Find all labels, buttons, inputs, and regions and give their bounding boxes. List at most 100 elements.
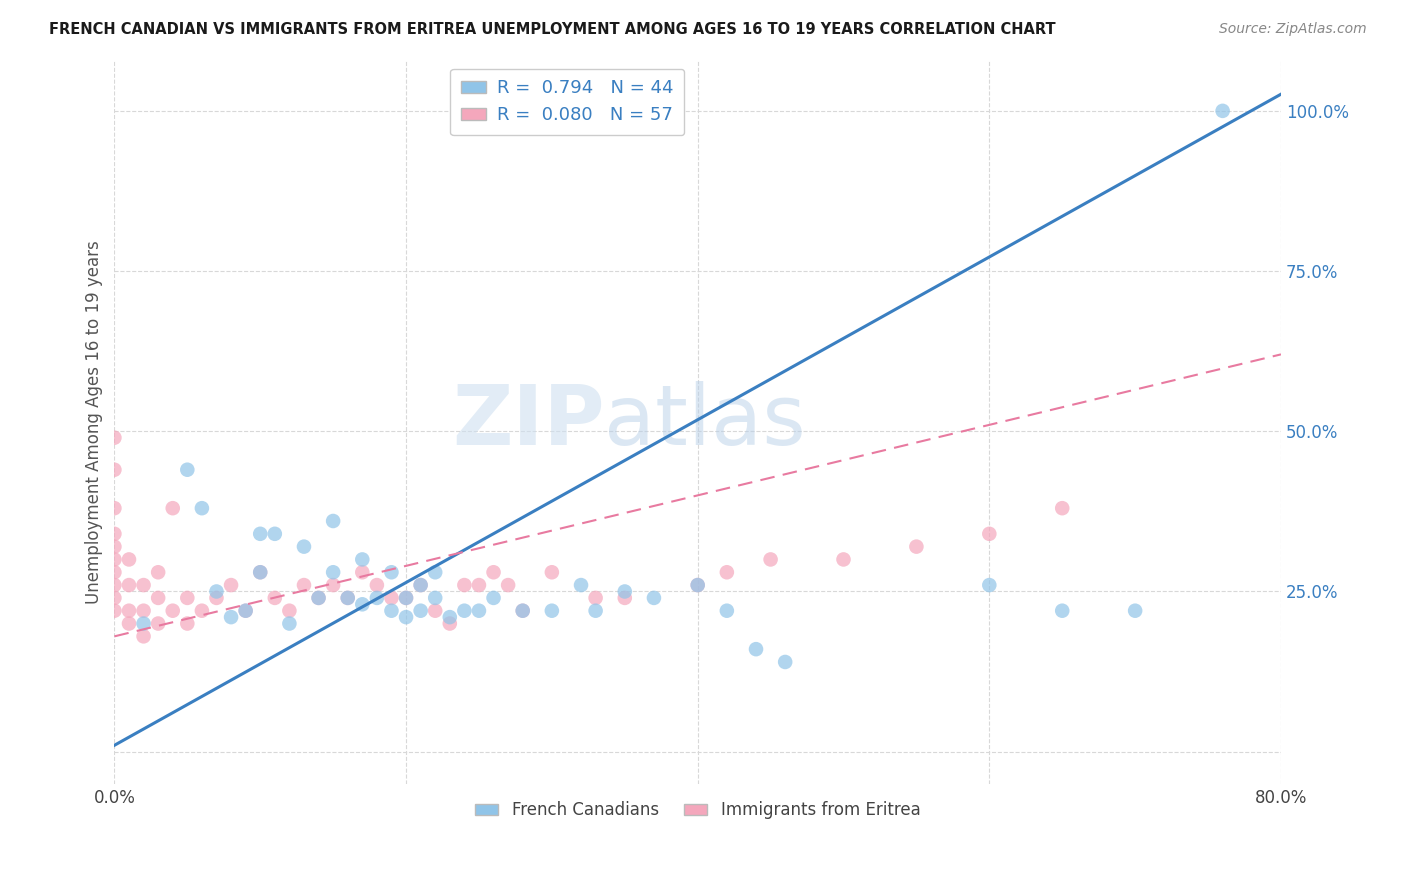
Point <box>453 578 475 592</box>
Point <box>453 604 475 618</box>
Point <box>541 604 564 618</box>
Point <box>103 578 125 592</box>
Point <box>322 566 344 580</box>
Point <box>176 616 198 631</box>
Point <box>409 578 432 592</box>
Point <box>103 463 125 477</box>
Point <box>263 591 285 605</box>
Point <box>585 591 607 605</box>
Point <box>336 591 359 605</box>
Point <box>468 604 491 618</box>
Point <box>585 604 607 618</box>
Point <box>482 566 505 580</box>
Point <box>352 566 374 580</box>
Point <box>249 566 271 580</box>
Point <box>979 526 1001 541</box>
Point <box>409 578 432 592</box>
Point <box>380 566 402 580</box>
Point <box>235 604 257 618</box>
Point <box>146 616 169 631</box>
Point <box>425 591 447 605</box>
Point <box>103 540 125 554</box>
Point <box>395 610 418 624</box>
Point <box>686 578 709 592</box>
Point <box>308 591 330 605</box>
Point <box>643 591 665 605</box>
Point <box>118 616 141 631</box>
Point <box>496 578 519 592</box>
Point <box>162 604 184 618</box>
Point <box>336 591 359 605</box>
Legend: French Canadians, Immigrants from Eritrea: French Canadians, Immigrants from Eritre… <box>468 795 927 826</box>
Point <box>1123 604 1146 618</box>
Point <box>132 604 155 618</box>
Point <box>613 584 636 599</box>
Point <box>395 591 418 605</box>
Point <box>219 578 242 592</box>
Point <box>132 616 155 631</box>
Point <box>103 566 125 580</box>
Point <box>482 591 505 605</box>
Point <box>118 552 141 566</box>
Point <box>103 431 125 445</box>
Point <box>176 463 198 477</box>
Point <box>132 578 155 592</box>
Point <box>380 591 402 605</box>
Point <box>366 578 388 592</box>
Point <box>613 591 636 605</box>
Point <box>366 591 388 605</box>
Point <box>191 604 214 618</box>
Point <box>569 578 592 592</box>
Point <box>292 540 315 554</box>
Point <box>103 501 125 516</box>
Point <box>308 591 330 605</box>
Point <box>979 578 1001 592</box>
Point <box>541 566 564 580</box>
Point <box>395 591 418 605</box>
Point <box>103 604 125 618</box>
Point <box>716 604 738 618</box>
Point <box>118 578 141 592</box>
Point <box>278 616 301 631</box>
Point <box>512 604 534 618</box>
Point <box>249 526 271 541</box>
Point <box>103 526 125 541</box>
Point <box>292 578 315 592</box>
Point <box>716 566 738 580</box>
Point <box>468 578 491 592</box>
Point <box>322 514 344 528</box>
Point <box>205 584 228 599</box>
Point <box>162 501 184 516</box>
Point <box>132 629 155 643</box>
Point <box>235 604 257 618</box>
Point <box>773 655 796 669</box>
Point <box>425 604 447 618</box>
Point <box>439 610 461 624</box>
Point <box>278 604 301 618</box>
Point <box>146 591 169 605</box>
Point <box>176 591 198 605</box>
Point <box>219 610 242 624</box>
Point <box>103 591 125 605</box>
Point <box>146 566 169 580</box>
Text: FRENCH CANADIAN VS IMMIGRANTS FROM ERITREA UNEMPLOYMENT AMONG AGES 16 TO 19 YEAR: FRENCH CANADIAN VS IMMIGRANTS FROM ERITR… <box>49 22 1056 37</box>
Point <box>205 591 228 605</box>
Point <box>425 566 447 580</box>
Point <box>103 552 125 566</box>
Point <box>118 604 141 618</box>
Point <box>1050 501 1073 516</box>
Point <box>512 604 534 618</box>
Point <box>380 604 402 618</box>
Y-axis label: Unemployment Among Ages 16 to 19 years: Unemployment Among Ages 16 to 19 years <box>86 240 103 604</box>
Text: atlas: atlas <box>605 381 806 462</box>
Point <box>352 552 374 566</box>
Point <box>439 616 461 631</box>
Point <box>745 642 768 657</box>
Text: ZIP: ZIP <box>451 381 605 462</box>
Point <box>759 552 782 566</box>
Point <box>905 540 928 554</box>
Point <box>686 578 709 592</box>
Point <box>249 566 271 580</box>
Point <box>191 501 214 516</box>
Point <box>832 552 855 566</box>
